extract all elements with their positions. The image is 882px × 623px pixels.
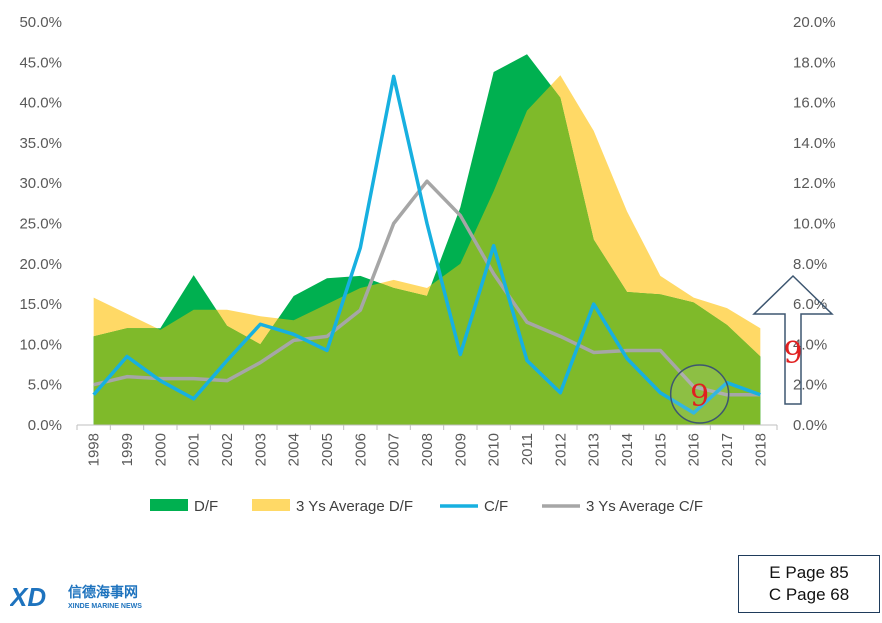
y-axis-left: 0.0% 5.0% 10.0% 15.0% 20.0% 25.0% 30.0% 35.0% 40…: [19, 14, 62, 434]
legend-label: D/F: [194, 498, 218, 515]
y-right-tick-label: 2.0%: [793, 377, 827, 394]
legend-label: C/F: [484, 498, 508, 515]
x-tick-label: 2007: [386, 433, 403, 466]
y-right-tick-label: 16.0%: [793, 95, 836, 112]
legend-label: 3 Ys Average C/F: [586, 498, 703, 515]
x-tick-label: 2004: [286, 433, 303, 466]
x-tick-label: 2015: [652, 433, 669, 466]
up-arrow-icon: [752, 274, 834, 405]
y-left-tick-label: 30.0%: [19, 175, 62, 192]
x-tick-label: 1998: [86, 433, 103, 466]
xinde-logo: XD 信德海事网 XINDE MARINE NEWS: [10, 582, 142, 612]
x-tick-label: 2016: [686, 433, 703, 466]
line-3ys-average-cf: [93, 179, 761, 397]
x-tick-label: 1999: [119, 433, 136, 466]
x-tick-label: 2005: [319, 433, 336, 466]
y-left-tick-label: 0.0%: [28, 417, 62, 434]
y-right-tick-label: 18.0%: [793, 54, 836, 71]
y-left-tick-label: 40.0%: [19, 95, 62, 112]
logo-chinese-name: 信德海事网: [68, 584, 138, 601]
x-tick-label: 2010: [486, 433, 503, 466]
x-tick-label: 2009: [452, 433, 469, 466]
y-left-tick-label: 25.0%: [19, 216, 62, 233]
legend-swatch: [252, 499, 290, 511]
y-left-tick-label: 45.0%: [19, 54, 62, 71]
y-axis-right: 0.0%2.0%4.0%6.0%8.0%10.0%12.0%14.0%16.0%…: [793, 14, 836, 434]
annotation-layer: 99: [669, 274, 834, 424]
x-tick-label: 2008: [419, 433, 436, 466]
x-axis: 1998 1999 2000 2001 2002 2003 2004 2005 2006 2007…: [76, 424, 778, 466]
x-tick-label: 2014: [619, 433, 636, 466]
y-left-tick-label: 5.0%: [28, 377, 62, 394]
x-tick-label: 2000: [152, 433, 169, 466]
x-tick-label: 2006: [352, 433, 369, 466]
x-tick-label: 2013: [586, 433, 603, 466]
y-right-tick-label: 20.0%: [793, 14, 836, 31]
y-left-tick-label: 50.0%: [19, 14, 62, 31]
logo-mark: XD: [10, 582, 46, 612]
page-ref-english: E Page 85: [769, 562, 849, 582]
legend: D/F 3 Ys Average D/F C/F 3 Ys Average C/F: [150, 498, 703, 515]
x-tick-label: 2017: [719, 433, 736, 466]
x-tick-label: 2002: [219, 433, 236, 466]
x-tick-label: 2001: [186, 433, 203, 466]
y-left-tick-label: 35.0%: [19, 135, 62, 152]
y-right-tick-label: 10.0%: [793, 216, 836, 233]
y-right-tick-label: 8.0%: [793, 256, 827, 273]
x-tick-label: 2018: [752, 433, 769, 466]
y-right-tick-label: 0.0%: [793, 417, 827, 434]
annotation-marker: 9: [690, 379, 709, 414]
area-overlap: [93, 75, 761, 425]
y-left-tick-label: 10.0%: [19, 336, 62, 353]
page-reference-box: E Page 85 C Page 68: [738, 555, 880, 613]
x-tick-label: 2012: [552, 433, 569, 466]
area-layer: [93, 54, 761, 426]
x-tick-label: 2011: [519, 433, 536, 465]
annotation-marker: 9: [783, 336, 802, 371]
x-tick-label: 2003: [252, 433, 269, 466]
y-left-tick-label: 15.0%: [19, 296, 62, 313]
page-ref-chinese: C Page 68: [768, 585, 850, 604]
y-right-tick-label: 14.0%: [793, 135, 836, 152]
legend-swatch: [150, 499, 188, 511]
y-right-tick-label: 12.0%: [793, 175, 836, 192]
logo-english-name: XINDE MARINE NEWS: [68, 603, 142, 610]
legend-label: 3 Ys Average D/F: [296, 498, 413, 515]
line-layer: [92, 74, 761, 415]
line-cf: [92, 74, 761, 415]
circle-highlight: [669, 364, 730, 424]
y-left-tick-label: 20.0%: [19, 256, 62, 273]
